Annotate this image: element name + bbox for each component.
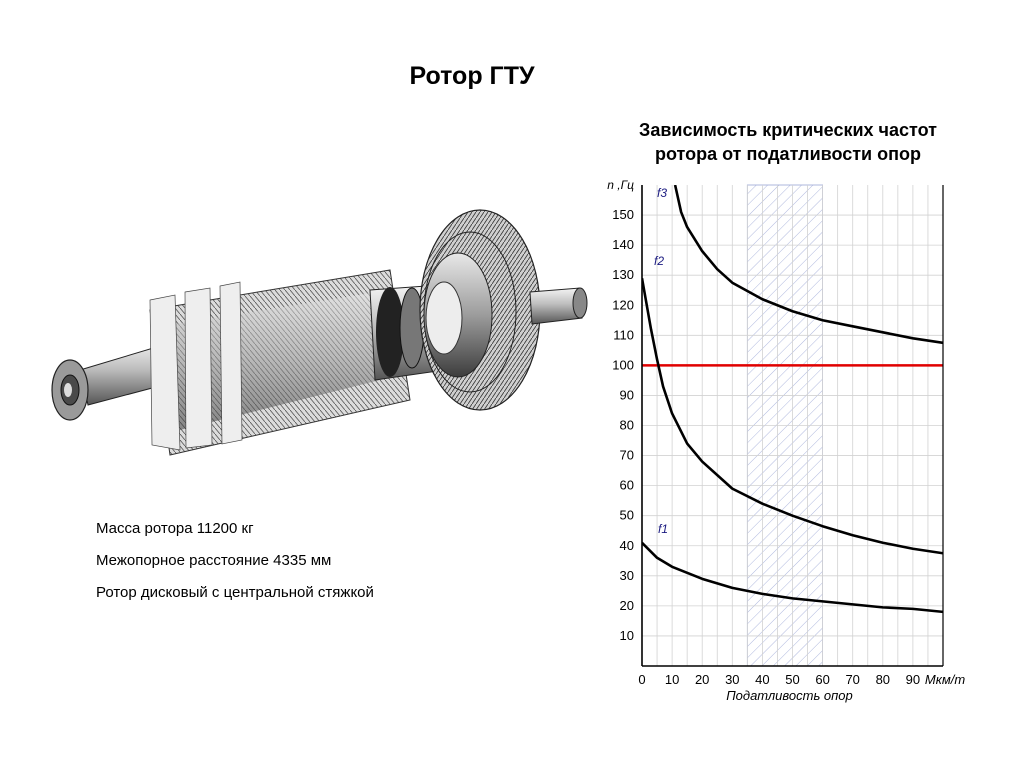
y-tick-label: 90 xyxy=(620,387,634,402)
series-label-f3: f3 xyxy=(657,186,667,200)
x-tick-label: 70 xyxy=(845,672,859,687)
series-label-f1: f1 xyxy=(658,522,668,536)
x-axis-label: Податливость опор xyxy=(726,688,853,703)
y-tick-label: 120 xyxy=(612,297,634,312)
series-line-f3 xyxy=(673,185,943,345)
x-tick-label: 20 xyxy=(695,672,709,687)
x-tick-label: 0 xyxy=(638,672,645,687)
y-tick-label: 30 xyxy=(620,568,634,583)
x-tick-label: 90 xyxy=(906,672,920,687)
series-label-f2: f2 xyxy=(654,254,664,268)
y-tick-label: 40 xyxy=(620,538,634,553)
rotor-right-shaft xyxy=(529,287,588,325)
rotor-compressor xyxy=(149,269,411,456)
y-tick-label: 150 xyxy=(612,207,634,222)
chart-axes xyxy=(641,185,944,667)
y-tick-label: 130 xyxy=(612,267,634,282)
bearing-span: Межопорное расстояние 4335 мм xyxy=(96,552,332,569)
x-tick-label: 40 xyxy=(755,672,769,687)
rotor-type: Ротор дисковый с центральной стяжкой xyxy=(96,584,374,601)
chart-series xyxy=(642,185,943,614)
x-tick-label: 10 xyxy=(665,672,679,687)
rotor-mass: Масса ротора 11200 кг xyxy=(96,520,254,537)
y-tick-label: 10 xyxy=(620,628,634,643)
chart-title-line-1: Зависимость критических частот xyxy=(639,120,937,140)
x-axis-unit: Мкм/т xyxy=(925,672,965,687)
series-line-f1 xyxy=(642,541,943,614)
y-tick-label: 110 xyxy=(613,327,634,342)
y-tick-label: 70 xyxy=(620,448,634,463)
chart-title-line-2: ротора от податливости опор xyxy=(655,144,921,164)
rotor-turbine xyxy=(419,209,541,411)
rotor-illustration xyxy=(51,209,588,456)
series-line-f2 xyxy=(642,277,943,555)
chart-ticks: f1f2f31020304050607080901001101201301401… xyxy=(612,186,920,687)
x-tick-label: 30 xyxy=(725,672,739,687)
x-tick-label: 50 xyxy=(785,672,799,687)
slide-title: Ротор ГТУ xyxy=(409,62,535,90)
y-tick-label: 50 xyxy=(620,508,634,523)
y-axis-label: n ,Гц xyxy=(607,178,634,192)
y-tick-label: 60 xyxy=(620,478,634,493)
y-tick-label: 100 xyxy=(612,357,634,372)
chart-grid xyxy=(642,185,943,666)
y-tick-label: 20 xyxy=(620,598,634,613)
y-tick-label: 140 xyxy=(612,237,634,252)
critical-frequency-chart: f1f2f31020304050607080901001101201301401… xyxy=(607,178,965,703)
x-tick-label: 60 xyxy=(815,672,829,687)
x-tick-label: 80 xyxy=(876,672,890,687)
chart-title: Зависимость критических частот ротора от… xyxy=(600,118,976,166)
y-tick-label: 80 xyxy=(620,418,634,433)
